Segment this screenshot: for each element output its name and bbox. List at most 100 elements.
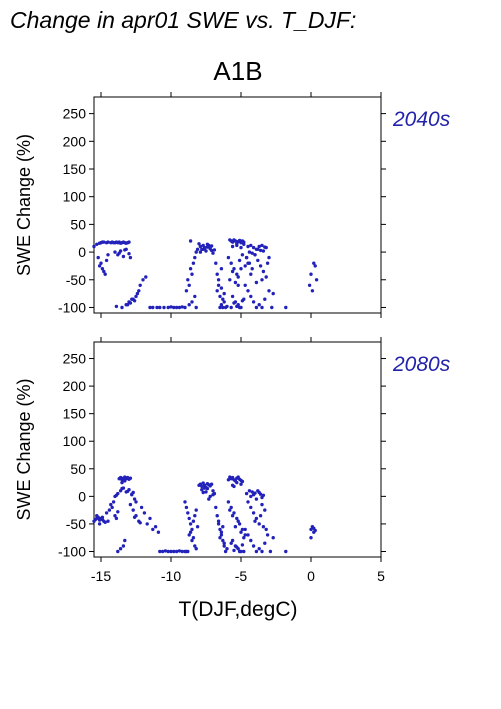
data-point [169, 549, 173, 554]
data-point [215, 514, 219, 518]
data-point [113, 250, 117, 254]
data-point [198, 250, 203, 254]
data-point [137, 289, 141, 293]
data-point [229, 541, 233, 545]
data-point [151, 305, 155, 310]
y-tick-label: 150 [63, 406, 87, 422]
data-point [160, 549, 165, 554]
data-point [194, 508, 198, 512]
data-point [134, 294, 138, 299]
data-point [222, 544, 226, 548]
data-point [235, 545, 239, 549]
data-point [230, 294, 235, 299]
data-point [232, 548, 236, 553]
data-point [254, 280, 259, 285]
data-point [237, 258, 242, 263]
data-point [230, 244, 235, 249]
data-point [110, 505, 114, 510]
data-point [219, 286, 224, 290]
data-point [235, 516, 239, 521]
data-point [249, 243, 253, 248]
data-point [263, 297, 267, 301]
data-point [223, 305, 228, 310]
data-point [125, 303, 130, 307]
data-point [111, 500, 116, 504]
data-point [130, 492, 134, 496]
data-point [194, 305, 198, 310]
y-tick-label: 100 [63, 433, 87, 449]
data-point [131, 297, 135, 301]
data-point [138, 283, 142, 287]
data-point [243, 527, 247, 532]
data-point [144, 275, 148, 279]
data-point [307, 283, 312, 287]
figure-title: Change in apr01 SWE vs. T_DJF: [10, 7, 356, 33]
data-point [260, 305, 264, 310]
data-point [92, 244, 96, 249]
y-tick-label: 250 [63, 106, 87, 122]
data-point [232, 511, 236, 515]
data-point [127, 240, 131, 244]
data-point [190, 538, 194, 543]
data-point [193, 294, 197, 299]
data-point [261, 249, 266, 253]
data-point [215, 272, 219, 276]
plot-frame [93, 341, 382, 558]
data-point [270, 305, 274, 310]
data-point [102, 240, 106, 244]
data-point [191, 261, 196, 265]
data-point [138, 521, 142, 525]
data-point [188, 239, 193, 243]
data-point [221, 297, 225, 301]
data-point [239, 267, 243, 271]
y-axis-label: SWE Change (%) [14, 378, 34, 520]
data-point [216, 522, 221, 526]
data-point [221, 538, 225, 543]
data-point [194, 547, 198, 551]
data-point [215, 289, 219, 293]
data-point [100, 267, 105, 271]
data-point [250, 251, 254, 255]
data-point [116, 510, 120, 514]
data-point [117, 251, 121, 255]
data-point [243, 264, 247, 268]
data-point [201, 490, 205, 495]
data-point [254, 305, 259, 310]
data-point [230, 514, 235, 518]
data-point [162, 305, 166, 310]
data-point [260, 278, 264, 282]
data-point [229, 261, 233, 265]
data-point [257, 303, 261, 307]
data-point [186, 278, 190, 282]
data-point [244, 255, 249, 260]
data-point [121, 544, 126, 548]
data-point [221, 525, 225, 529]
data-point [284, 549, 288, 554]
y-tick-label: 150 [63, 161, 87, 177]
x-tick-label: -10 [161, 568, 181, 584]
plot-frame [93, 96, 382, 314]
data-point [222, 300, 226, 304]
data-point [258, 514, 263, 518]
data-point [258, 248, 263, 253]
data-point [218, 294, 222, 299]
data-point [177, 549, 182, 553]
data-point [223, 549, 228, 554]
data-point [253, 253, 257, 257]
data-point [233, 239, 238, 243]
data-point [156, 530, 161, 534]
data-point [240, 253, 245, 257]
data-point [100, 517, 105, 522]
y-axis-label: SWE Change (%) [14, 134, 34, 276]
data-point [312, 530, 316, 534]
data-point [249, 294, 253, 299]
data-point [139, 505, 144, 510]
scenario-label: A1B [213, 56, 262, 86]
data-point [261, 269, 266, 274]
data-point [242, 549, 246, 554]
data-point [229, 505, 233, 510]
data-point [172, 305, 176, 310]
data-point [106, 253, 110, 257]
